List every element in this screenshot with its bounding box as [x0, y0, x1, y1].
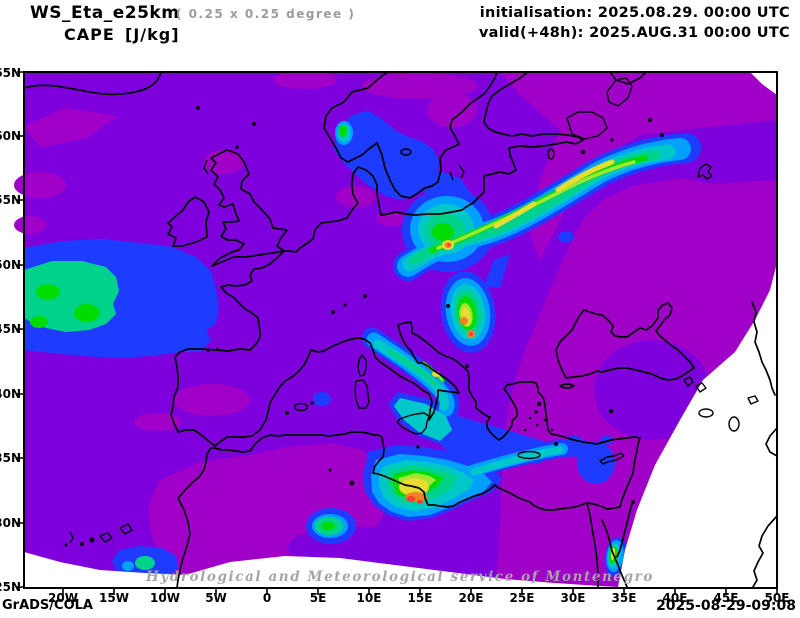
coastlines — [23, 71, 778, 589]
lon-tick-label: 5W — [205, 591, 227, 605]
domain-mask — [24, 72, 777, 588]
lat-tick-marks — [17, 71, 24, 588]
map-frame — [17, 71, 778, 595]
lon-tick-label: 25E — [510, 591, 535, 605]
creation-timestamp: 2025-08-29-09:08 — [656, 598, 796, 614]
islands-and-lakes — [64, 77, 759, 547]
lat-tick-label: 40N — [0, 387, 21, 401]
valid-line: valid(+48h): 2025.AUG.31 00:00 UTC — [479, 23, 790, 43]
lon-tick-label: 45E — [714, 591, 739, 605]
model-title: WS_Eta_e25km — [30, 3, 180, 23]
lat-tick-label: 45N — [0, 322, 21, 336]
parameter-name: CAPE — [64, 25, 115, 44]
lon-tick-label: 10E — [357, 591, 382, 605]
grads-credit: GrADS/COLA — [2, 598, 93, 613]
lon-tick-label: 50E — [765, 591, 790, 605]
axis-labels: 65N 60N 55N 50N 45N 40N 35N 30N 25N 20W … — [0, 66, 789, 605]
parameter-units: [J/kg] — [125, 25, 180, 44]
initialisation-line: initialisation: 2025.08.29. 00:00 UTC — [479, 3, 790, 23]
lon-tick-label: 20E — [459, 591, 484, 605]
lon-tick-label: 5E — [310, 591, 327, 605]
grid-resolution: ( 0.25 x 0.25 degree ) — [176, 7, 356, 21]
initialisation-value: 2025.08.29. 00:00 UTC — [597, 5, 790, 21]
valid-value: 2025.AUG.31 00:00 UTC — [589, 25, 790, 41]
lon-tick-label: 15E — [408, 591, 433, 605]
lon-tick-label: 15W — [99, 591, 129, 605]
lat-tick-label: 35N — [0, 451, 21, 465]
lon-tick-label: 20W — [48, 591, 78, 605]
lat-tick-label: 55N — [0, 193, 21, 207]
lat-tick-label: 60N — [0, 129, 21, 143]
lon-tick-label: 0 — [263, 591, 271, 605]
lat-tick-label: 65N — [0, 66, 21, 80]
lon-tick-label: 35E — [612, 591, 637, 605]
lon-tick-label: 40E — [663, 591, 688, 605]
initialisation-label: initialisation: — [479, 5, 593, 21]
lat-tick-label: 25N — [0, 580, 21, 594]
lon-tick-label: 10W — [150, 591, 180, 605]
lon-tick-marks — [62, 588, 778, 595]
lat-tick-label: 30N — [0, 516, 21, 530]
run-info-block: initialisation: 2025.08.29. 00:00 UTC va… — [479, 3, 790, 43]
lat-tick-label: 50N — [0, 258, 21, 272]
lon-tick-label: 30E — [561, 591, 586, 605]
service-watermark: Hydrological and Meteorological service … — [146, 569, 654, 585]
valid-label: valid(+48h): — [478, 25, 584, 41]
cape-shading — [14, 71, 777, 588]
